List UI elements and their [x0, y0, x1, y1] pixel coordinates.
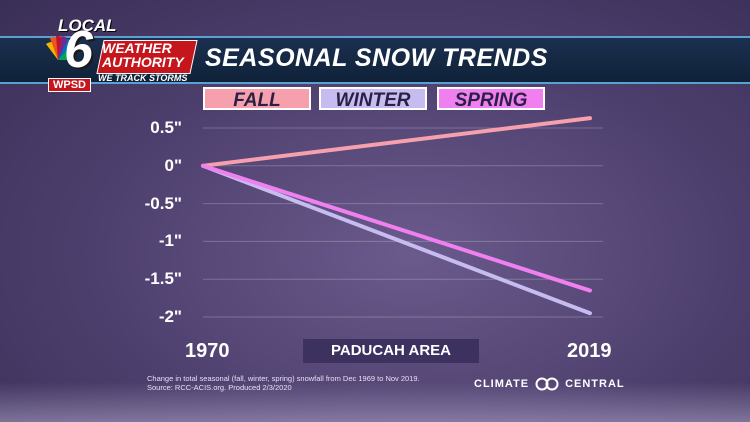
background-snow: [0, 382, 750, 422]
footnote-line-2: Source: RCC-ACIS.org. Produced 2/3/2020: [147, 383, 292, 392]
logo-weather-text: WEATHER: [102, 40, 172, 56]
legend-winter-label: WINTER: [335, 90, 411, 111]
logo-authority-text: AUTHORITY: [102, 54, 184, 70]
series-line-winter: [201, 163, 592, 316]
series-line-fall: [201, 116, 592, 168]
x-tick-label-start: 1970: [185, 340, 230, 362]
brand-left: CLIMATE: [474, 378, 530, 390]
legend-fall: FALL: [203, 87, 311, 111]
y-tick-label: 0": [164, 155, 182, 175]
logo-channel-number: 6: [64, 21, 93, 79]
station-logo: LOCAL 6 WEATHER AUTHORITY WE TRACK STORM…: [40, 16, 198, 96]
logo-station-callsign: WPSD: [48, 78, 91, 92]
x-tick-label-end: 2019: [567, 340, 612, 362]
brand-right: CENTRAL: [565, 378, 625, 390]
area-label: PADUCAH AREA: [303, 339, 479, 363]
footnote-line-1: Change in total seasonal (fall, winter, …: [147, 374, 420, 383]
y-tick-label: -2": [158, 307, 182, 326]
logo-local-text: LOCAL: [58, 16, 117, 35]
legend-fall-label: FALL: [233, 90, 281, 111]
climate-central-logo: CLIMATE CENTRAL: [474, 377, 625, 391]
series-line-spring: [201, 163, 592, 293]
linked-rings-icon: [535, 377, 559, 391]
peacock-icon: [46, 36, 74, 60]
page-title: SEASONAL SNOW TRENDS: [205, 44, 548, 72]
y-tick-label: -1": [158, 231, 182, 251]
legend-winter: WINTER: [319, 87, 427, 111]
y-tick-label: -1.5": [144, 269, 182, 289]
y-tick-label: -0.5": [144, 193, 182, 213]
legend-spring: SPRING: [437, 87, 545, 111]
legend-spring-label: SPRING: [454, 90, 528, 111]
logo-tagline: WE TRACK STORMS: [98, 73, 188, 83]
y-tick-label: 0.5": [150, 118, 182, 137]
